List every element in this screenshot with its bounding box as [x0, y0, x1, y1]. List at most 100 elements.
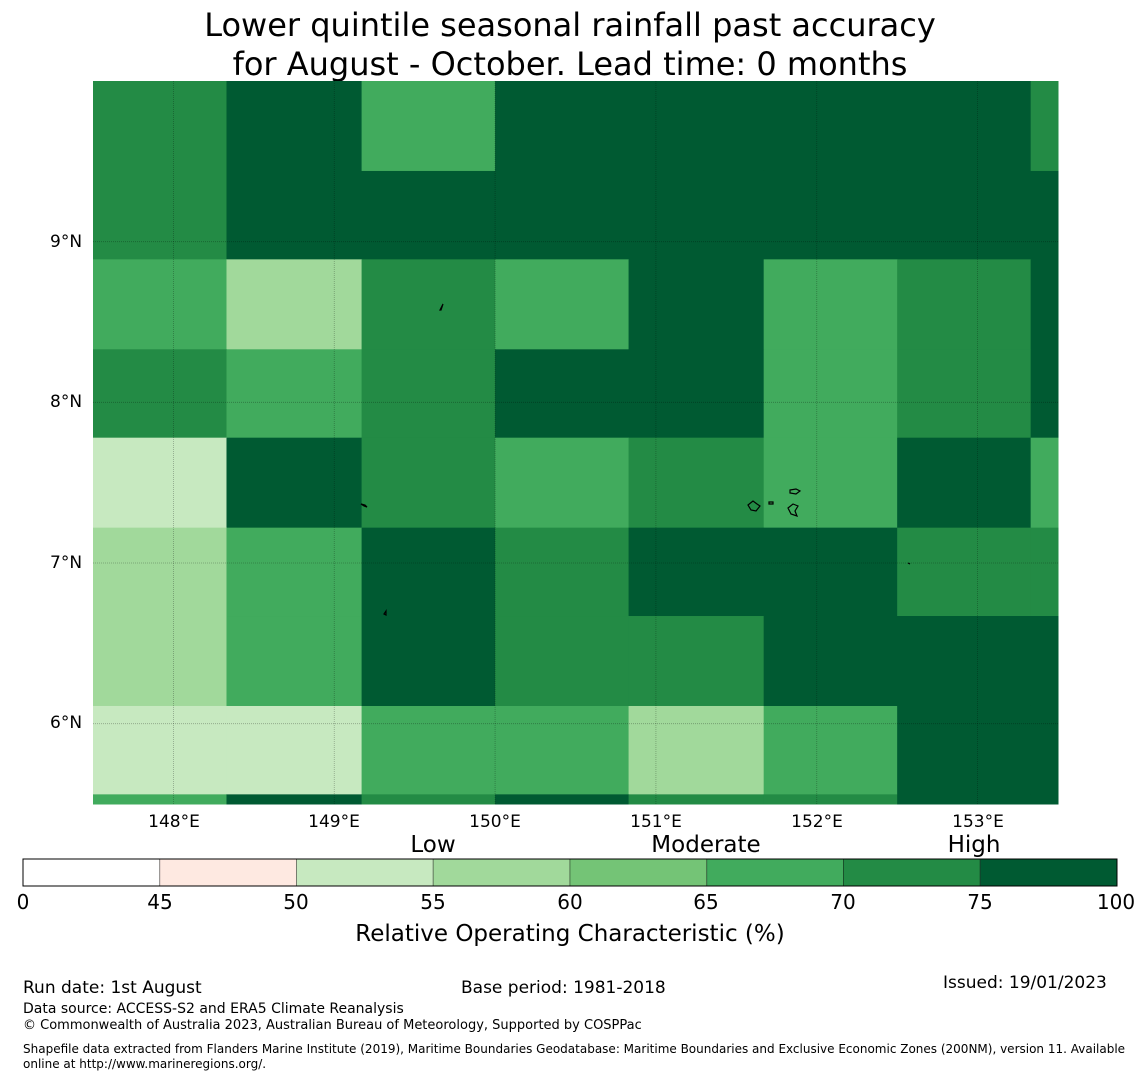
grid-cell: [495, 349, 630, 439]
grid-cell: [495, 794, 630, 805]
grid-cell: [1030, 794, 1059, 805]
colorbar-tick-70: 70: [830, 890, 856, 914]
grid-cell: [628, 616, 765, 707]
category-label-low: Low: [410, 832, 456, 858]
grid-cell: [628, 705, 765, 795]
grid-cell: [226, 349, 363, 439]
grid-cell: [361, 170, 496, 260]
island-outline: [789, 488, 802, 495]
grid-cell: [763, 437, 898, 529]
grid-cell: [361, 259, 496, 350]
grid-cell: [763, 705, 898, 795]
grid-cell: [1030, 705, 1059, 795]
lon-tick-label-151: 151°E: [630, 812, 682, 832]
colorbar-title: Relative Operating Characteristic (%): [355, 921, 785, 947]
grid-cell: [628, 437, 765, 529]
grid-cell: [93, 81, 227, 172]
lon-tick-label-149: 149°E: [308, 812, 360, 832]
island-outline: [383, 609, 387, 616]
base-period: Base period: 1981-2018: [461, 978, 666, 998]
grid-cell: [93, 794, 227, 805]
grid-cell: [897, 437, 1032, 529]
island-outline: [768, 501, 774, 505]
grid-cell: [763, 81, 898, 172]
grid-cell: [361, 616, 496, 707]
colorbar-tick-55: 55: [420, 890, 446, 914]
colorbar-tick-75: 75: [967, 890, 993, 914]
grid-cell: [1030, 437, 1059, 529]
grid-cell: [226, 81, 363, 172]
graticule: [93, 81, 1058, 804]
grid-cell: [495, 705, 630, 795]
grid-cell: [628, 259, 765, 350]
grid-cell: [495, 616, 630, 707]
grid-cell: [361, 794, 496, 805]
grid-cell: [226, 527, 363, 617]
grid-cell: [93, 705, 227, 795]
grid-cell: [93, 170, 227, 260]
shapefile-credit: Shapefile data extracted from Flanders M…: [23, 1042, 1126, 1071]
colorbar-frame: [22, 858, 1118, 887]
grid-cell: [897, 527, 1032, 617]
accuracy-grid: [93, 81, 1059, 805]
colorbar-tick-60: 60: [557, 890, 583, 914]
island-outline: [747, 500, 761, 512]
grid-cell: [226, 259, 363, 350]
run-date: Run date: 1st August: [23, 978, 202, 998]
grid-cell: [897, 259, 1032, 350]
grid-cell: [897, 81, 1032, 172]
grid-cell: [226, 616, 363, 707]
grid-cell: [361, 527, 496, 617]
island-outline: [907, 562, 911, 565]
colorbar-segment: [569, 858, 708, 887]
lat-tick-label-6: 6°N: [50, 713, 83, 733]
grid-cell: [628, 81, 765, 172]
map-title-line-2: for August - October. Lead time: 0 month…: [232, 45, 908, 83]
grid-cell: [226, 437, 363, 529]
grid-cell: [226, 170, 363, 260]
lat-tick-label-9: 9°N: [50, 232, 83, 252]
grid-cell: [1030, 616, 1059, 707]
grid-cell: [93, 349, 227, 439]
grid-cell: [93, 259, 227, 350]
lon-tick-label-152: 152°E: [791, 812, 843, 832]
colorbar-tick-100: 100: [1096, 890, 1136, 914]
data-source: Data source: ACCESS-S2 and ERA5 Climate …: [23, 1001, 404, 1017]
colorbar-segment: [159, 858, 297, 887]
grid-cell: [93, 616, 227, 707]
grid-cell: [763, 527, 898, 617]
grid-cell: [1030, 349, 1059, 439]
grid-cell: [628, 349, 765, 439]
issued-date: Issued: 19/01/2023: [943, 973, 1107, 993]
map-title-line-1: Lower quintile seasonal rainfall past ac…: [204, 6, 936, 44]
colorbar-segment: [432, 858, 571, 887]
colorbar-segment: [979, 858, 1118, 887]
lon-tick-label-150: 150°E: [469, 812, 521, 832]
lon-tick-label-153: 153°E: [952, 812, 1004, 832]
grid-cell: [897, 705, 1032, 795]
lon-tick-label-148: 148°E: [148, 812, 200, 832]
grid-cell: [628, 794, 765, 805]
colorbar-segment: [22, 858, 161, 887]
grid-cell: [226, 705, 363, 795]
colorbar-tick-45: 45: [147, 890, 173, 914]
island-outline: [787, 503, 799, 517]
grid-cell: [93, 437, 227, 529]
grid-cell: [495, 259, 630, 350]
copyright-notice: © Commonwealth of Australia 2023, Austra…: [23, 1018, 642, 1033]
colorbar-segment: [296, 858, 434, 887]
lat-tick-label-7: 7°N: [50, 553, 83, 573]
grid-cell: [763, 616, 898, 707]
grid-cell: [1030, 527, 1059, 617]
colorbar: [22, 858, 1118, 887]
map-canvas: [22, 81, 1118, 887]
grid-cell: [763, 794, 898, 805]
grid-cell: [897, 170, 1032, 260]
colorbar-tick-50: 50: [283, 890, 309, 914]
colorbar-segment: [843, 858, 981, 887]
grid-cell: [361, 81, 496, 172]
grid-cell: [361, 437, 496, 529]
category-label-moderate: Moderate: [651, 832, 761, 858]
island-outlines: [360, 303, 911, 616]
grid-cell: [495, 81, 630, 172]
